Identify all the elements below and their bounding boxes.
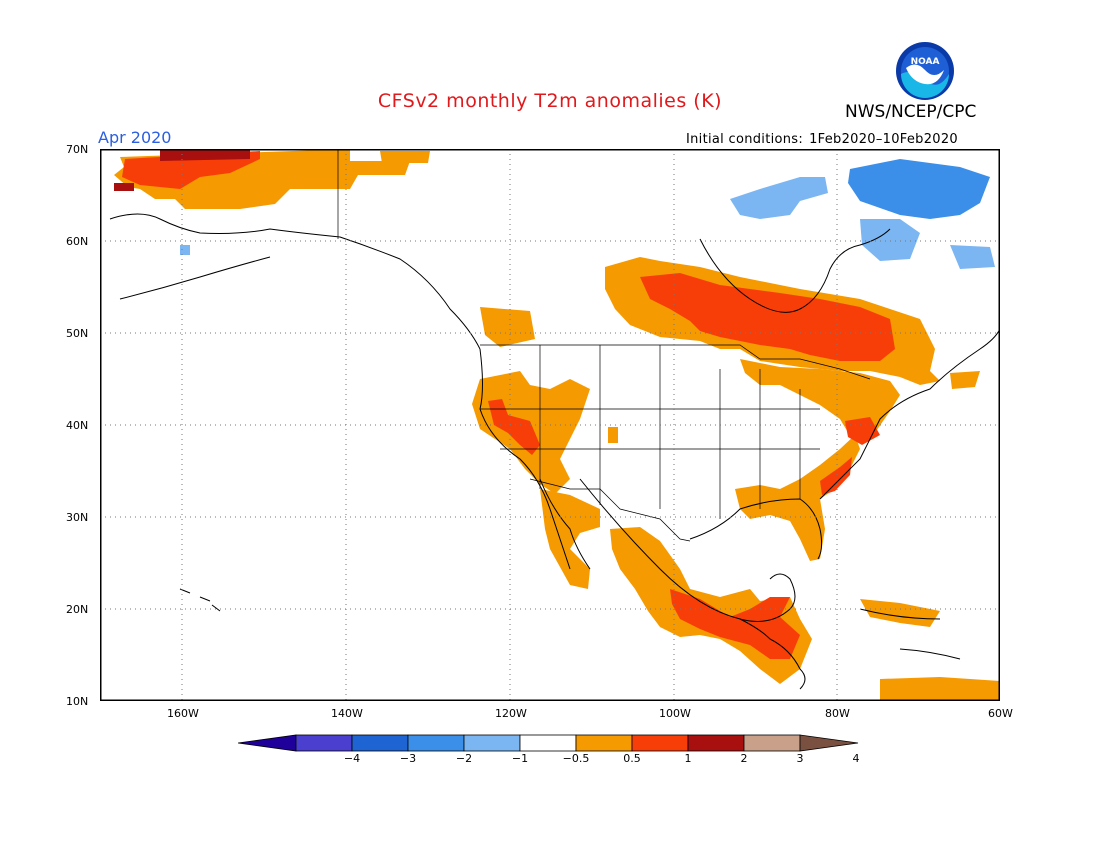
anomaly-warm-maritimes <box>950 371 980 389</box>
lon-label-160w: 160W <box>167 707 199 720</box>
logo-text: NOAA <box>911 57 940 67</box>
valid-month-label: Apr 2020 <box>98 128 172 147</box>
lat-label-10n: 10N <box>66 695 89 708</box>
anomaly-warm-baja <box>540 489 600 589</box>
anomaly-cold-hudson <box>730 177 828 219</box>
colorbar-tick-label: 4 <box>852 752 860 765</box>
lon-label-100w: 100W <box>659 707 691 720</box>
lat-label-50n: 50N <box>66 327 89 340</box>
colorbar-tick-label: 0.5 <box>623 752 641 765</box>
colorbar-tick-label: −4 <box>343 752 361 765</box>
colorbar-cell <box>351 734 409 752</box>
colorbar-cell <box>295 734 353 752</box>
colorbar-arrow-high <box>799 734 859 752</box>
anomaly-warm-southeast <box>735 435 860 561</box>
lon-label-120w: 120W <box>495 707 527 720</box>
chart-title: CFSv2 monthly T2m anomalies (K) <box>377 90 723 112</box>
anomaly-warm-alaska-core <box>122 151 260 189</box>
organization-label: NWS/NCEP/CPC <box>845 102 977 122</box>
initial-conditions: Initial conditions: 1Feb2020–10Feb2020 <box>680 132 958 147</box>
gridlines <box>100 149 1000 701</box>
lon-label-60w: 60W <box>988 707 1013 720</box>
colorbar-tick-label: −0.5 <box>562 752 590 765</box>
lat-label-30n: 30N <box>66 511 89 524</box>
initial-conditions-label: Initial conditions: <box>686 132 804 147</box>
colorbar-tick-label: 2 <box>740 752 748 765</box>
anomaly-warm-carolina <box>820 457 852 495</box>
anomaly-warm-california <box>488 399 540 455</box>
colorbar-tick-label: −3 <box>399 752 417 765</box>
colorbar-tick-label: −2 <box>455 752 473 765</box>
anomaly-warm-bc <box>480 307 535 347</box>
map-plot <box>100 149 1000 701</box>
colorbar-cell <box>407 734 465 752</box>
anomaly-cold-alaska-spot <box>180 245 190 255</box>
colorbar-cell <box>687 734 745 752</box>
colorbar-cell <box>463 734 521 752</box>
lat-label-70n: 70N <box>66 143 89 156</box>
colorbar-cell <box>575 734 633 752</box>
colorbar-arrow-low <box>238 734 297 752</box>
anomaly-warm-mexico-core <box>670 589 800 659</box>
lat-label-20n: 20N <box>66 603 89 616</box>
anomaly-cold-quebec <box>860 219 920 261</box>
anomaly-warm-south-america <box>880 677 1000 701</box>
anomaly-warm-caribbean <box>860 599 940 627</box>
anomaly-warm-yukon <box>380 151 430 163</box>
anomaly-fields <box>114 149 1000 701</box>
colorbar-cell <box>519 734 577 752</box>
anomaly-warm-canada-core <box>640 273 895 361</box>
colorbar-tick-label: −1 <box>511 752 529 765</box>
initial-conditions-range: 1Feb2020–10Feb2020 <box>809 132 958 147</box>
anomaly-hot-alaska-west <box>114 183 134 191</box>
noaa-logo: NOAA <box>896 42 954 100</box>
lat-label-60n: 60N <box>66 235 89 248</box>
lat-label-40n: 40N <box>66 419 89 432</box>
colorbar-tick-label: 3 <box>796 752 804 765</box>
map-frame <box>100 149 1000 701</box>
anomaly-hot-alaska <box>160 149 250 161</box>
anomaly-warm-colorado <box>608 427 618 443</box>
colorbar-tick-label: 1 <box>684 752 692 765</box>
anomaly-warm-mid-atlantic <box>845 417 880 445</box>
lon-label-140w: 140W <box>331 707 363 720</box>
anomaly-cold-newfoundland <box>950 245 995 269</box>
anomaly-cold-labrador <box>848 159 990 219</box>
lon-label-80w: 80W <box>825 707 850 720</box>
colorbar-cell <box>631 734 689 752</box>
colorbar-cell <box>743 734 801 752</box>
colorbar <box>238 734 859 752</box>
